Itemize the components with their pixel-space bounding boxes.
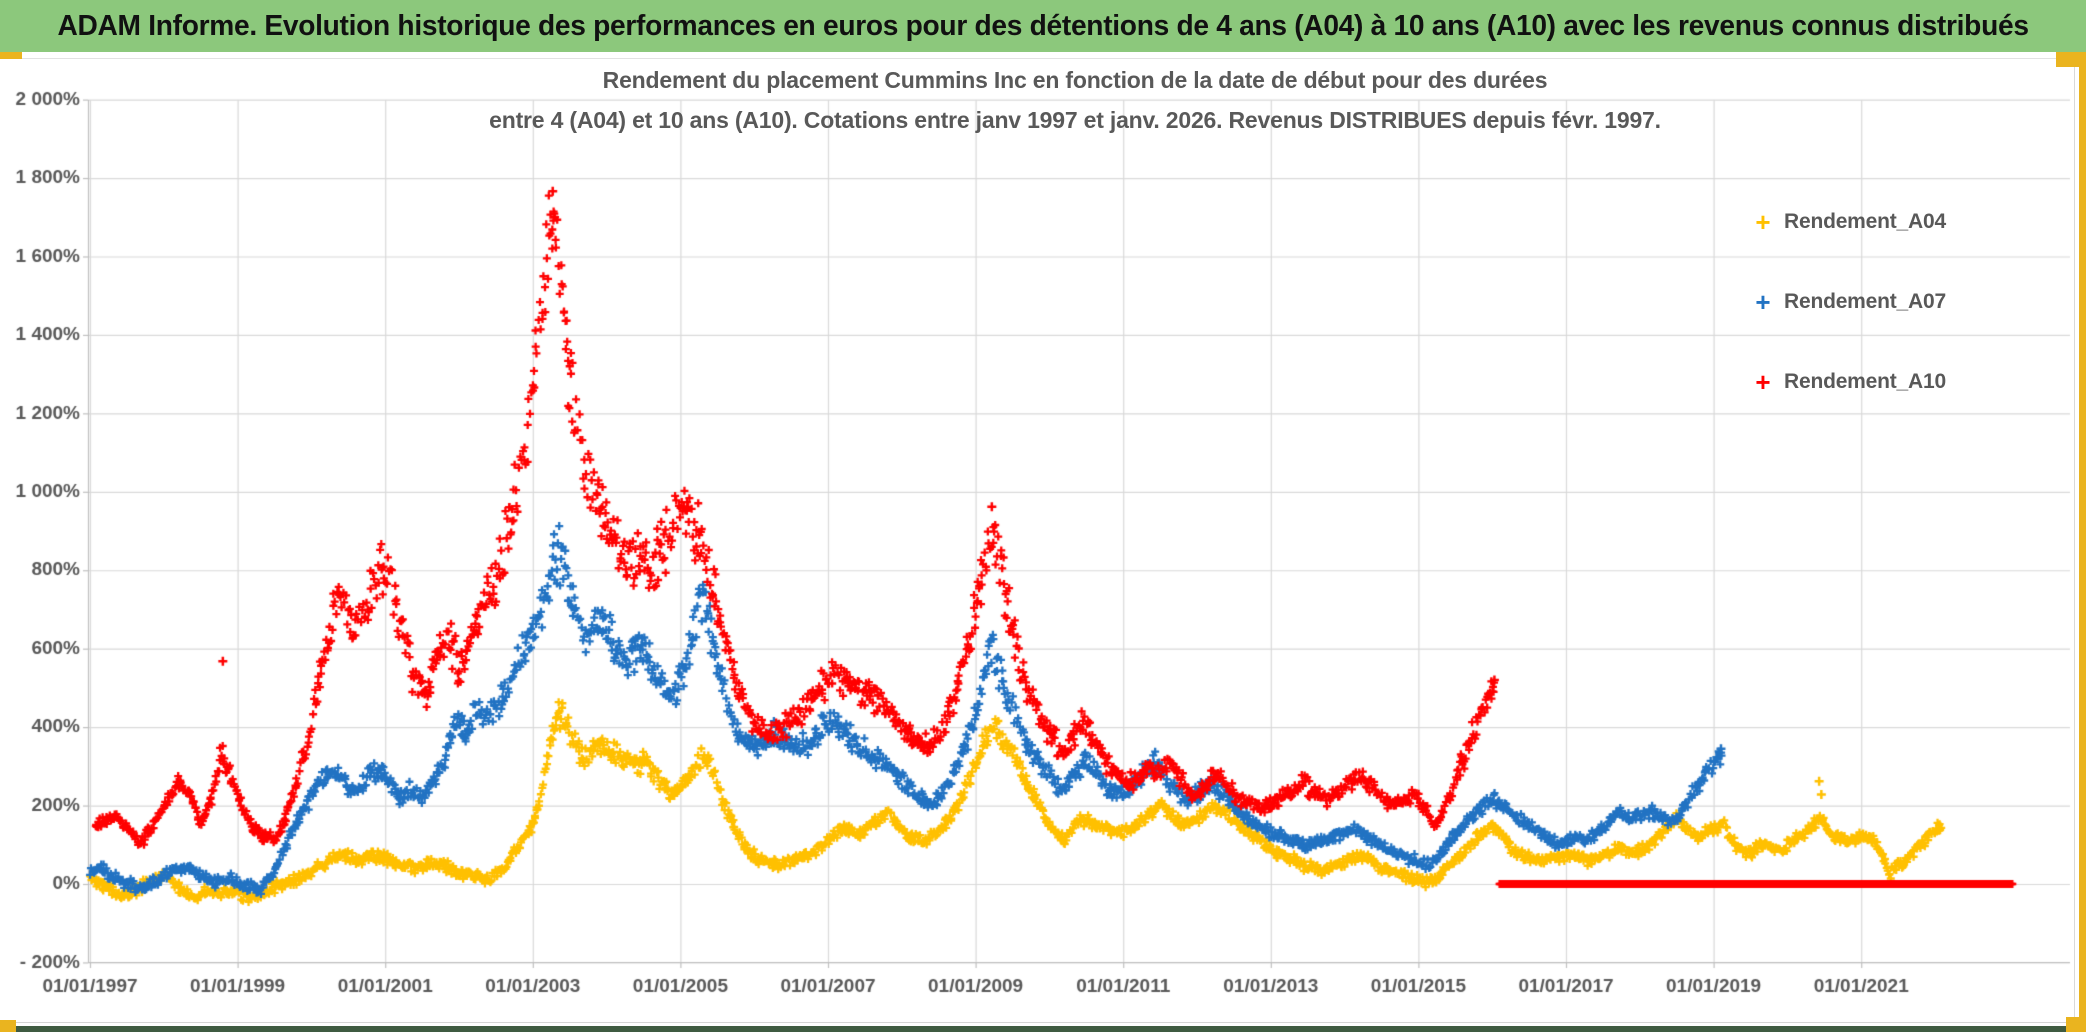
chart-title-line2: entre 4 (A04) et 10 ans (A10). Cotations… <box>489 107 1661 133</box>
legend-label-a10: Rendement_A10 <box>1784 370 1946 393</box>
plus-marker-icon: + <box>1755 367 1771 397</box>
corner-mark-top-right <box>2056 52 2086 67</box>
right-edge-bar <box>2079 52 2086 1032</box>
chart-area-border <box>2074 60 2075 1022</box>
bottom-divider <box>0 1022 2086 1023</box>
corner-mark-bottom-left <box>0 1020 16 1032</box>
corner-mark-bottom-right <box>2066 1017 2086 1032</box>
chart-title: Rendement du placement Cummins Inc en fo… <box>300 60 1850 140</box>
chart-title-line1: Rendement du placement Cummins Inc en fo… <box>602 67 1548 93</box>
plus-marker-icon: + <box>1755 287 1771 317</box>
legend-label-a04: Rendement_A04 <box>1784 210 1946 233</box>
bottom-strip <box>0 1026 2086 1032</box>
legend-label-a07: Rendement_A07 <box>1784 290 1946 313</box>
legend-item-a07[interactable]: + Rendement_A07 <box>1748 280 2048 324</box>
corner-mark-top-left <box>0 52 22 59</box>
legend-item-a10[interactable]: + Rendement_A10 <box>1748 360 2048 404</box>
chart-legend: + Rendement_A04 + Rendement_A07 + Rendem… <box>1748 200 2048 440</box>
plus-marker-icon: + <box>1755 207 1771 237</box>
legend-item-a04[interactable]: + Rendement_A04 <box>1748 200 2048 244</box>
